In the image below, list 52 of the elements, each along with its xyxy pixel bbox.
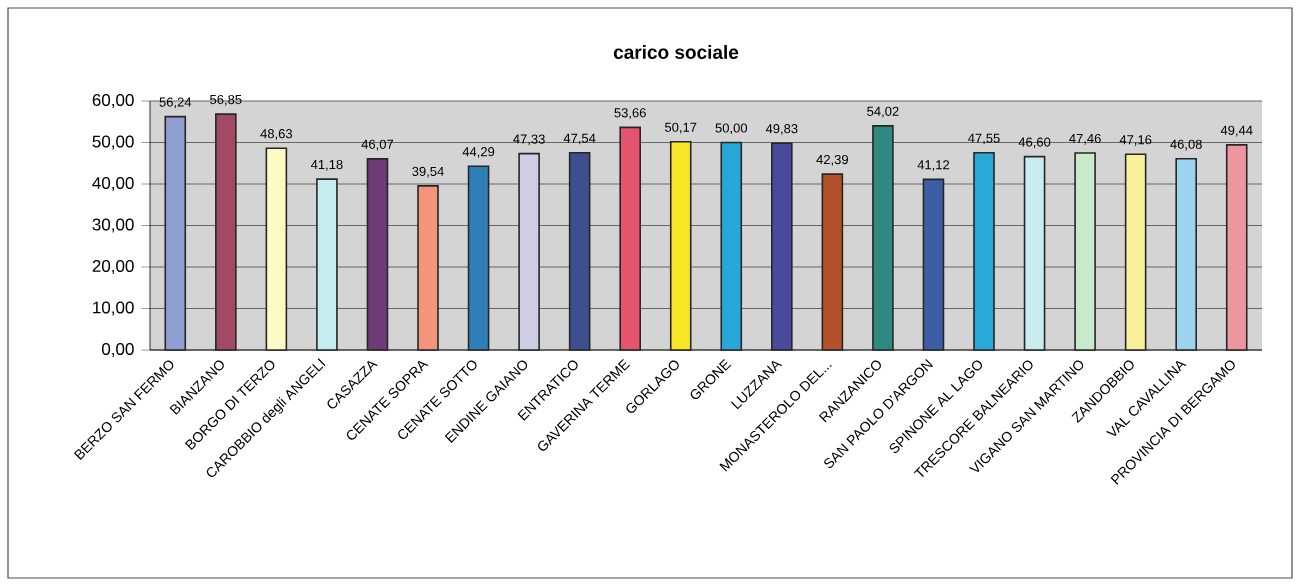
data-label: 46,07 (361, 139, 394, 151)
bar (417, 185, 439, 351)
y-tick-label: 60,00 (92, 94, 134, 109)
y-tick-label: 10,00 (93, 301, 134, 316)
data-label: 41,18 (310, 159, 343, 171)
data-label: 46,60 (1018, 137, 1051, 149)
data-label: 53,66 (614, 108, 646, 119)
bar (1175, 157, 1197, 351)
bar (215, 113, 237, 351)
data-label: 48,63 (260, 129, 293, 140)
y-tick-label: 50,00 (92, 135, 134, 150)
bar (821, 173, 844, 351)
y-tick-label: 30,00 (92, 218, 134, 233)
bar (316, 178, 338, 351)
data-label: 54,02 (867, 106, 899, 118)
data-label: 50,00 (715, 123, 748, 135)
bar (1124, 153, 1147, 351)
bar (720, 141, 743, 351)
bar (872, 125, 894, 351)
data-label: 47,54 (563, 133, 596, 145)
bar (366, 158, 389, 351)
bar (922, 178, 945, 351)
bar (164, 115, 187, 351)
data-label: 47,33 (513, 134, 545, 146)
y-tick-label: 0,00 (101, 342, 134, 358)
bar (518, 152, 540, 351)
bar (568, 151, 591, 351)
data-label: 47,46 (1069, 133, 1101, 145)
data-label: 50,17 (665, 122, 697, 134)
y-tick-label: 40,00 (92, 177, 134, 192)
data-label: 47,16 (1119, 135, 1152, 146)
bar (1023, 155, 1046, 351)
data-label: 56,85 (210, 94, 242, 106)
data-label: 47,55 (968, 133, 1000, 145)
data-label: 41,12 (917, 160, 950, 171)
bar (619, 126, 641, 351)
bar (771, 142, 793, 351)
data-label: 42,39 (816, 154, 849, 166)
data-label: 44,29 (462, 147, 495, 158)
data-label: 39,54 (412, 166, 444, 178)
bar (669, 141, 692, 351)
bar (1074, 152, 1096, 351)
data-label: 56,24 (159, 97, 192, 109)
data-label: 49,83 (765, 124, 798, 135)
data-label: 49,44 (1220, 125, 1253, 137)
data-label: 46,08 (1170, 139, 1202, 151)
bar (467, 165, 490, 351)
bar (265, 147, 288, 351)
chart-title: carico sociale (613, 45, 739, 59)
bar (973, 151, 995, 351)
y-tick-label: 20,00 (92, 260, 134, 275)
bar (1225, 144, 1248, 351)
